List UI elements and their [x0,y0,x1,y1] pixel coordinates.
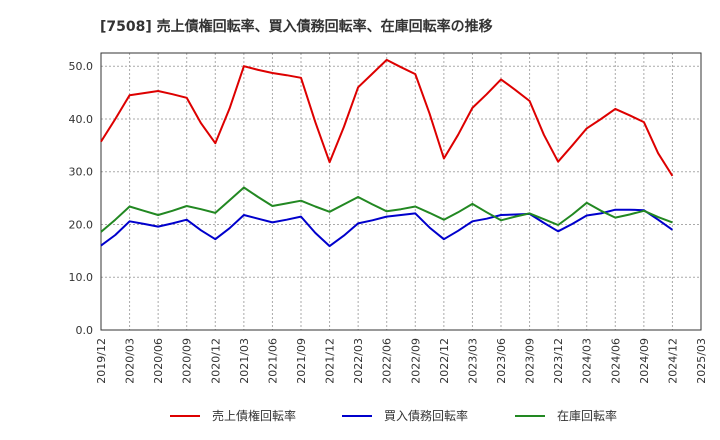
x-tick-label: 2024/12 [666,338,679,384]
x-tick-label: 2024/06 [609,338,622,384]
x-tick-label: 2020/12 [209,338,222,384]
x-tick-label: 2022/03 [352,338,365,384]
x-axis: 2019/12 2020/03 2020/06 2020/09 2020/12 2021/… [95,338,708,384]
x-tick-label: 2023/12 [552,338,565,384]
y-tick-label: 40.0 [69,113,94,126]
series-line-1 [100,58,674,177]
x-tick-label: 2024/09 [638,338,651,384]
x-tick-label: 2022/12 [438,338,451,384]
series-line-3 [100,186,673,233]
y-tick-label: 10.0 [69,271,94,284]
x-tick-label: 2021/12 [324,338,337,384]
series-group [100,58,674,248]
x-tick-label: 2019/12 [95,338,108,384]
y-axis: 0.0 10.0 20.0 30.0 40.0 50.0 [69,60,94,337]
legend: 売上債権回転率 買入債務回転率 在庫回転率 [170,408,617,423]
plot-area-frame [100,52,702,331]
x-tick-label: 2021/09 [295,338,308,384]
grid [101,53,701,330]
y-tick-label: 30.0 [69,166,94,179]
x-tick-label: 2025/03 [695,338,708,384]
y-tick-label: 0.0 [76,324,94,337]
x-tick-label: 2020/09 [181,338,194,384]
legend-label-1: 売上債権回転率 [212,408,296,423]
x-tick-label: 2024/03 [581,338,594,384]
y-tick-label: 20.0 [69,218,94,231]
x-tick-label: 2022/09 [409,338,422,384]
y-tick-label: 50.0 [69,60,94,73]
x-tick-label: 2020/06 [152,338,165,384]
legend-label-2: 買入債務回転率 [384,408,468,423]
x-tick-label: 2023/03 [466,338,479,384]
x-tick-label: 2022/06 [381,338,394,384]
x-tick-label: 2023/09 [524,338,537,384]
x-tick-label: 2021/06 [266,338,279,384]
x-tick-label: 2021/03 [238,338,251,384]
x-tick-label: 2020/03 [124,338,137,384]
series-line-2 [100,208,673,248]
legend-label-3: 在庫回転率 [557,408,617,423]
x-tick-label: 2023/06 [495,338,508,384]
chart-title: [7508] 売上債権回転率、買入債務回転率、在庫回転率の推移 [100,18,493,35]
